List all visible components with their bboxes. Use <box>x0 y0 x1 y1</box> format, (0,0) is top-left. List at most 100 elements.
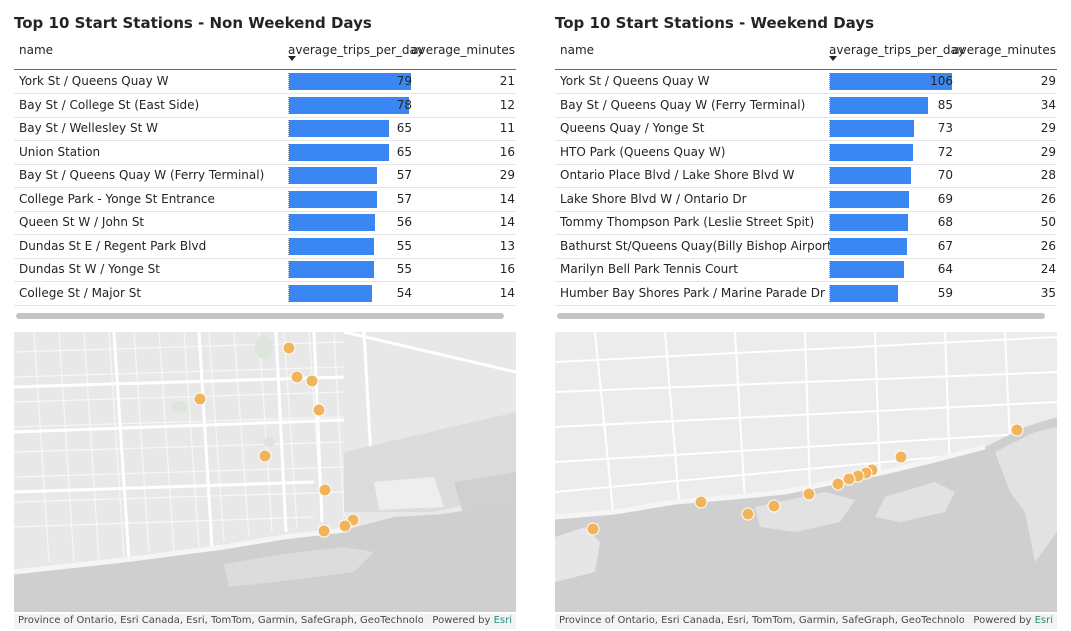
data-bar <box>830 284 898 302</box>
stations-table[interactable]: name average_trips_per_day average_minut… <box>14 38 516 323</box>
trips-value: 70 <box>937 168 953 182</box>
table-row[interactable]: Bathurst St/Queens Quay(Billy Bishop Air… <box>555 235 1057 259</box>
sort-descending-icon[interactable] <box>288 56 296 61</box>
table-row[interactable]: Lake Shore Blvd W / Ontario Dr 69 26 <box>555 188 1057 212</box>
station-marker <box>894 450 908 464</box>
data-bar <box>289 237 374 255</box>
table-row[interactable]: Bay St / Queens Quay W (Ferry Terminal) 5… <box>14 164 516 188</box>
minutes-value: 28 <box>1040 168 1056 182</box>
station-name: Bay St / Queens Quay W (Ferry Terminal) <box>19 168 265 182</box>
table-row[interactable]: College Park - Yonge St Entrance 57 14 <box>14 188 516 212</box>
data-bar <box>289 261 374 278</box>
table-header: name average_trips_per_day average_minut… <box>555 38 1057 70</box>
trips-value: 55 <box>396 238 412 253</box>
table-row[interactable]: Tommy Thompson Park (Leslie Street Spit)… <box>555 211 1057 235</box>
station-marker <box>305 374 319 388</box>
station-marker <box>258 449 272 463</box>
table-row[interactable]: Humber Bay Shores Park / Marine Parade D… <box>555 282 1057 306</box>
station-name: HTO Park (Queens Quay W) <box>560 144 726 159</box>
station-marker <box>694 495 708 509</box>
station-name: York St / Queens Quay W <box>560 74 710 88</box>
table-row[interactable]: Union Station 65 16 <box>14 141 516 165</box>
column-header-name[interactable]: name <box>560 43 595 57</box>
column-header-trips[interactable]: average_trips_per_day <box>288 43 424 57</box>
station-name: Bay St / Queens Quay W (Ferry Terminal) <box>560 97 806 112</box>
data-bar-cell <box>829 143 954 161</box>
trips-value: 79 <box>396 74 412 88</box>
station-marker <box>312 403 326 417</box>
table-row[interactable]: Ontario Place Blvd / Lake Shore Blvd W 70… <box>555 164 1057 188</box>
station-marker <box>1010 423 1024 437</box>
data-bar-cell <box>829 190 954 208</box>
table-row[interactable]: Bay St / Queens Quay W (Ferry Terminal) 8… <box>555 94 1057 118</box>
horizontal-scrollbar[interactable] <box>16 313 504 319</box>
station-name: College Park - Yonge St Entrance <box>19 191 215 206</box>
trips-value: 68 <box>937 215 953 229</box>
powered-by: Powered by Esri <box>432 615 512 626</box>
data-bar-cell <box>288 96 413 114</box>
data-bar-cell <box>288 284 413 302</box>
minutes-value: 29 <box>1040 121 1056 135</box>
station-marker <box>767 499 781 513</box>
table-row[interactable]: York St / Queens Quay W 79 21 <box>14 70 516 94</box>
table-row[interactable]: Bay St / Wellesley St W 65 11 <box>14 117 516 141</box>
sort-descending-icon[interactable] <box>829 56 837 61</box>
table-row[interactable]: Dundas St W / Yonge St 55 16 <box>14 258 516 282</box>
data-bar <box>830 96 928 114</box>
station-name: York St / Queens Quay W <box>19 74 169 88</box>
trips-value: 55 <box>396 262 412 276</box>
station-map[interactable] <box>555 332 1057 612</box>
attribution-text: Province of Ontario, Esri Canada, Esri, … <box>18 615 423 626</box>
column-header-trips[interactable]: average_trips_per_day <box>829 43 965 57</box>
table-row[interactable]: College St / Major St 54 14 <box>14 282 516 306</box>
data-bar-cell <box>829 167 954 184</box>
esri-link[interactable]: Esri <box>1034 615 1053 626</box>
data-bar <box>830 143 913 161</box>
station-marker <box>586 522 600 536</box>
table-row[interactable]: Dundas St E / Regent Park Blvd 55 13 <box>14 235 516 259</box>
station-marker <box>831 477 845 491</box>
station-name: Marilyn Bell Park Tennis Court <box>560 262 738 276</box>
trips-value: 78 <box>396 97 412 112</box>
column-header-minutes[interactable]: average_minutes <box>952 43 1056 57</box>
table-row[interactable]: HTO Park (Queens Quay W) 72 29 <box>555 141 1057 165</box>
station-name: Dundas St E / Regent Park Blvd <box>19 238 207 253</box>
data-bar-cell <box>829 96 954 114</box>
minutes-value: 50 <box>1040 215 1056 229</box>
trips-value: 85 <box>937 97 953 112</box>
table-row[interactable]: Queen St W / John St 56 14 <box>14 211 516 235</box>
station-map[interactable] <box>14 332 516 612</box>
minutes-value: 13 <box>499 238 515 253</box>
map-canvas <box>14 332 516 612</box>
station-markers <box>586 423 1024 536</box>
stations-table[interactable]: name average_trips_per_day average_minut… <box>555 38 1057 323</box>
minutes-value: 35 <box>1040 285 1056 300</box>
horizontal-scrollbar[interactable] <box>557 313 1045 319</box>
minutes-value: 26 <box>1040 191 1056 206</box>
map-attribution: Province of Ontario, Esri Canada, Esri, … <box>555 614 1057 629</box>
data-bar <box>289 73 411 90</box>
minutes-value: 14 <box>499 285 515 300</box>
data-bar <box>289 120 390 137</box>
column-header-minutes[interactable]: average_minutes <box>411 43 515 57</box>
station-name: Ontario Place Blvd / Lake Shore Blvd W <box>560 168 795 182</box>
data-bar <box>830 190 910 208</box>
station-name: Lake Shore Blvd W / Ontario Dr <box>560 191 747 206</box>
column-header-name[interactable]: name <box>19 43 54 57</box>
trips-value: 56 <box>396 215 412 229</box>
table-row[interactable]: Bay St / College St (East Side) 78 12 <box>14 94 516 118</box>
table-row[interactable]: Marilyn Bell Park Tennis Court 64 24 <box>555 258 1057 282</box>
powered-by: Powered by Esri <box>973 615 1053 626</box>
trips-value: 57 <box>396 191 412 206</box>
data-bar-cell <box>829 284 954 302</box>
esri-link[interactable]: Esri <box>493 615 512 626</box>
trips-value: 106 <box>930 74 953 88</box>
minutes-value: 29 <box>1040 74 1056 88</box>
minutes-value: 29 <box>499 168 515 182</box>
data-bar <box>289 284 373 302</box>
minutes-value: 21 <box>499 74 515 88</box>
minutes-value: 16 <box>499 262 515 276</box>
table-row[interactable]: York St / Queens Quay W 106 29 <box>555 70 1057 94</box>
station-name: Bay St / Wellesley St W <box>19 121 158 135</box>
table-row[interactable]: Queens Quay / Yonge St 73 29 <box>555 117 1057 141</box>
